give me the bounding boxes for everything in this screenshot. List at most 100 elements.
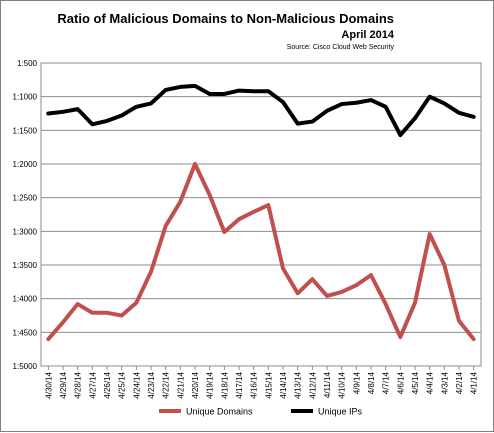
data-point xyxy=(105,119,109,123)
data-point xyxy=(76,107,80,111)
x-tick-label: 4/24/14 xyxy=(132,371,141,398)
data-point xyxy=(325,294,329,298)
data-point xyxy=(413,301,417,305)
data-point xyxy=(281,100,285,104)
x-tick-label: 4/26/14 xyxy=(103,371,112,398)
data-point xyxy=(428,95,432,99)
data-point xyxy=(164,224,168,228)
data-point xyxy=(120,314,124,317)
data-point xyxy=(340,290,344,294)
data-point xyxy=(208,92,212,96)
x-tick-label: 4/8/14 xyxy=(367,371,376,394)
series-line xyxy=(46,83,476,138)
grid-lines xyxy=(41,96,481,333)
data-point xyxy=(193,84,197,88)
x-tick-label: 4/16/14 xyxy=(250,371,259,398)
y-tick-label: 1:5000 xyxy=(13,362,38,371)
data-point xyxy=(222,230,226,234)
data-point xyxy=(134,105,138,109)
plot-area xyxy=(40,62,482,367)
x-tick-label: 4/1/14 xyxy=(470,371,479,394)
y-tick-label: 1:1500 xyxy=(13,126,38,135)
x-tick-label: 4/12/14 xyxy=(308,371,317,398)
data-point xyxy=(398,133,402,137)
data-point xyxy=(178,200,182,204)
data-point xyxy=(413,116,417,120)
data-point xyxy=(134,301,138,305)
y-tick-label: 1:3500 xyxy=(13,261,38,270)
data-point xyxy=(457,319,461,323)
data-point xyxy=(266,203,270,207)
data-point xyxy=(222,92,226,96)
data-point xyxy=(296,291,300,295)
x-tick-label: 4/7/14 xyxy=(382,371,391,394)
y-axis-ticks: 1:500 1:1000 1:1500 1:2000 1:2500 1:3000 1:350… xyxy=(13,59,38,371)
legend: Unique Domains Unique IPs xyxy=(159,407,363,417)
chart-subtitle: April 2014 xyxy=(341,29,394,41)
data-point xyxy=(325,109,329,113)
series-line xyxy=(46,162,476,342)
data-point xyxy=(340,102,344,106)
x-tick-label: 4/29/14 xyxy=(59,371,68,398)
data-point xyxy=(178,85,182,89)
data-point xyxy=(193,162,197,166)
x-tick-label: 4/13/14 xyxy=(294,371,303,398)
y-tick-label: 1:4500 xyxy=(13,328,38,337)
data-point xyxy=(90,311,94,315)
data-point xyxy=(46,112,50,115)
legend-label: Unique IPs xyxy=(318,407,363,417)
data-point xyxy=(369,98,373,102)
x-tick-label: 4/10/14 xyxy=(338,371,347,398)
data-point xyxy=(120,114,124,118)
data-point xyxy=(398,335,402,339)
x-tick-label: 4/30/14 xyxy=(44,371,53,398)
x-tick-label: 4/20/14 xyxy=(191,371,200,398)
data-point xyxy=(296,122,300,126)
x-tick-label: 4/6/14 xyxy=(396,371,405,394)
x-tick-label: 4/21/14 xyxy=(176,371,185,398)
chart-source: Source: Cisco Cloud Web Security xyxy=(287,44,395,51)
data-point xyxy=(310,120,314,124)
x-tick-label: 4/15/14 xyxy=(264,371,273,398)
data-point xyxy=(457,111,461,115)
chart-title: Ratio of Malicious Domains to Non-Malici… xyxy=(57,11,394,26)
x-tick-label: 4/9/14 xyxy=(352,371,361,394)
data-point xyxy=(61,320,65,324)
y-tick-label: 1:4000 xyxy=(13,295,38,304)
x-tick-label: 4/23/14 xyxy=(147,371,156,398)
x-tick-label: 4/19/14 xyxy=(206,371,215,398)
data-point xyxy=(472,115,476,119)
x-tick-label: 4/5/14 xyxy=(411,371,420,394)
data-point xyxy=(61,110,65,114)
x-tick-label: 4/2/14 xyxy=(455,371,464,394)
x-tick-label: 4/14/14 xyxy=(279,371,288,398)
data-point xyxy=(90,122,94,126)
x-tick-label: 4/17/14 xyxy=(235,371,244,398)
data-point xyxy=(384,105,388,109)
y-tick-label: 1:500 xyxy=(17,59,38,68)
data-point xyxy=(252,89,256,93)
x-tick-label: 4/27/14 xyxy=(88,371,97,398)
legend-label: Unique Domains xyxy=(186,407,253,417)
x-tick-label: 4/28/14 xyxy=(74,371,83,398)
data-point xyxy=(354,283,358,287)
y-tick-label: 1:1000 xyxy=(13,93,38,102)
data-point xyxy=(310,277,314,281)
data-point xyxy=(428,232,432,236)
data-point xyxy=(472,337,476,341)
y-tick-label: 1:2500 xyxy=(13,194,38,203)
data-point xyxy=(164,88,168,92)
data-point xyxy=(208,193,212,197)
data-point xyxy=(442,101,446,105)
x-tick-label: 4/22/14 xyxy=(162,371,171,398)
data-point xyxy=(281,266,285,270)
x-tick-label: 4/3/14 xyxy=(440,371,449,394)
x-axis-ticks: 4/30/14 4/29/14 4/28/14 4/27/14 4/26/14 4/25/… xyxy=(44,366,479,399)
y-tick-label: 1:3000 xyxy=(13,227,38,236)
data-point xyxy=(354,101,358,105)
data-point xyxy=(442,263,446,267)
data-point xyxy=(149,270,153,274)
x-tick-label: 4/25/14 xyxy=(118,371,127,398)
